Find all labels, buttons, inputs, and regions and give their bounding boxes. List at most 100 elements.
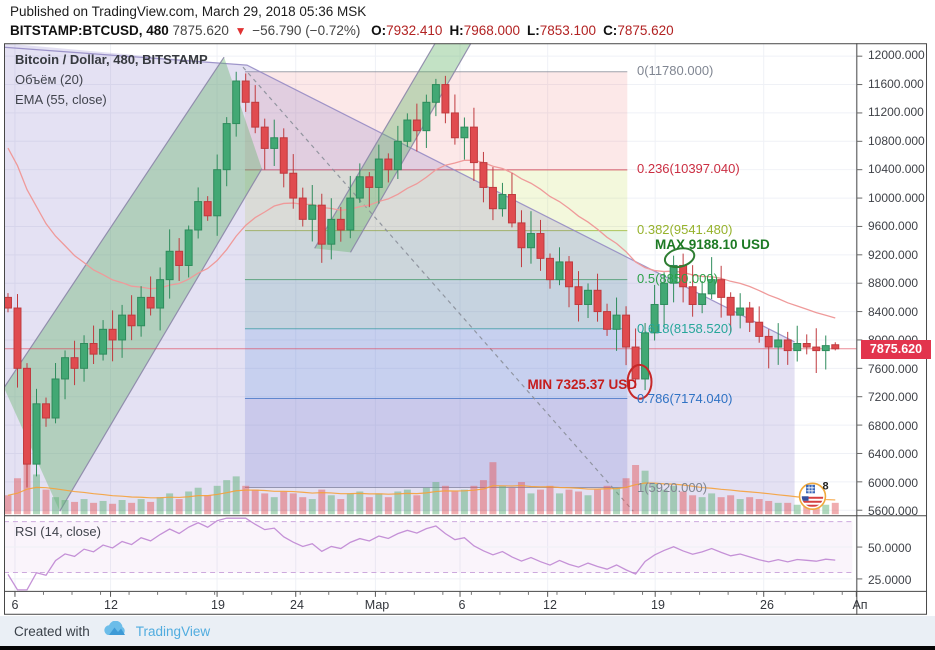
candle-body bbox=[251, 101, 260, 128]
legend-volume-study[interactable]: Объём (20) bbox=[15, 72, 84, 87]
candle-body bbox=[127, 314, 136, 327]
pane-borders bbox=[4, 43, 928, 615]
candle-body bbox=[374, 158, 383, 188]
candle-body bbox=[802, 343, 811, 348]
candle-body bbox=[460, 126, 469, 139]
min-annotation[interactable]: MIN 7325.37 USD bbox=[527, 377, 637, 392]
volume-bar bbox=[4, 495, 12, 515]
volume-bar bbox=[90, 502, 98, 515]
fib-level-label: 0(11780.000) bbox=[637, 62, 714, 78]
max-circle[interactable] bbox=[663, 245, 696, 270]
candle-body bbox=[565, 261, 573, 288]
candle-body bbox=[764, 335, 773, 348]
candle-body bbox=[441, 84, 450, 114]
ohlc-value: 7932.410 bbox=[386, 23, 443, 38]
volume-bar bbox=[118, 500, 126, 515]
time-axis-label: 6 bbox=[11, 598, 19, 612]
candle-body bbox=[622, 314, 631, 348]
candle-body bbox=[774, 339, 783, 348]
volume-bar bbox=[128, 502, 136, 515]
candle-body bbox=[118, 314, 127, 341]
time-axis-label: 19 bbox=[651, 598, 665, 612]
volume-bar bbox=[708, 493, 716, 515]
volume-bar bbox=[460, 489, 468, 515]
candle-body bbox=[498, 194, 507, 210]
ohlc-value: 7875.620 bbox=[617, 23, 674, 38]
volume-bar bbox=[812, 506, 820, 515]
ema-line[interactable] bbox=[7, 147, 836, 319]
volume-bar bbox=[736, 499, 744, 515]
legend-ema-study[interactable]: EMA (55, close) bbox=[15, 92, 107, 107]
candle-body bbox=[99, 328, 108, 355]
rsi-legend[interactable]: RSI (14, close) bbox=[15, 524, 101, 539]
candle-body bbox=[641, 332, 650, 380]
chart-legend: Bitcoin / Dollar, 480, BITSTAMP Объём (2… bbox=[15, 50, 208, 110]
time-axis-label: 12 bbox=[104, 598, 118, 612]
candle-body bbox=[298, 197, 307, 220]
rsi-pane bbox=[4, 516, 857, 591]
candle-body bbox=[241, 80, 250, 103]
price-axis-label: 7600.000 bbox=[868, 361, 919, 376]
min-circle[interactable] bbox=[626, 363, 653, 400]
volume-bar bbox=[384, 497, 392, 515]
volume-bar bbox=[508, 487, 516, 515]
candle-body bbox=[603, 311, 612, 330]
candle-body bbox=[213, 169, 222, 217]
events-icon[interactable] bbox=[798, 482, 827, 511]
fib-level-label: 0.236(10397.040) bbox=[637, 161, 740, 177]
tradingview-link[interactable]: TradingView bbox=[135, 623, 211, 639]
symbol-name: BITSTAMP:BTCUSD, 480 bbox=[10, 23, 169, 38]
volume-bar bbox=[33, 474, 40, 515]
chart-area: 8 Bitcoin / Dollar, 480, BITSTAMP Объём … bbox=[4, 42, 931, 616]
rsi-line[interactable] bbox=[7, 517, 836, 591]
candle-body bbox=[517, 222, 526, 249]
candle-body bbox=[584, 289, 593, 305]
volume-bar bbox=[251, 489, 259, 515]
candle-body bbox=[698, 293, 707, 305]
volume-bar bbox=[299, 497, 307, 515]
volume-bar bbox=[575, 491, 583, 515]
candle-body bbox=[32, 403, 41, 465]
volume-bar bbox=[479, 480, 487, 515]
candle-body bbox=[536, 233, 545, 259]
candle-body bbox=[469, 126, 478, 164]
candle-body bbox=[431, 84, 440, 103]
price-axis-label: 11200.000 bbox=[868, 105, 924, 119]
tradingview-logo-icon[interactable] bbox=[102, 620, 128, 642]
price-axis-label: 6000.000 bbox=[868, 475, 919, 490]
candle-body bbox=[317, 204, 326, 245]
price-axis-label: 6400.000 bbox=[868, 447, 919, 461]
candle-body bbox=[593, 289, 602, 313]
rsi-axis-label: 50.0000 bbox=[868, 541, 912, 555]
candle-body bbox=[232, 80, 241, 125]
candle-body bbox=[203, 201, 212, 217]
candle-body bbox=[526, 233, 535, 249]
volume-bar bbox=[660, 489, 668, 515]
volume-bar bbox=[803, 504, 811, 515]
volume-bar bbox=[137, 499, 145, 515]
candle-body bbox=[783, 339, 792, 352]
volume-bar bbox=[232, 476, 240, 515]
fib-retracement[interactable] bbox=[244, 71, 628, 489]
symbol-info-line: BITSTAMP:BTCUSD, 480 7875.620 ▼ −56.790 … bbox=[10, 23, 674, 38]
max-annotation[interactable]: MAX 9188.10 USD bbox=[655, 237, 770, 252]
ohlc-label: C: bbox=[603, 23, 618, 38]
volume-bar bbox=[584, 495, 592, 515]
candle-body bbox=[831, 344, 840, 350]
volume-bar bbox=[308, 499, 316, 515]
candle-body bbox=[736, 307, 745, 316]
legend-symbol-title[interactable]: Bitcoin / Dollar, 480, BITSTAMP bbox=[15, 52, 208, 67]
volume-bar bbox=[71, 501, 79, 515]
candle-body bbox=[793, 343, 802, 352]
candle-body bbox=[108, 328, 117, 341]
price-axis-label: 9600.000 bbox=[868, 219, 919, 233]
volume-bar bbox=[318, 489, 326, 515]
time-axis-label: Мар bbox=[364, 598, 390, 612]
price-axis-label: 9200.000 bbox=[868, 247, 919, 262]
volume-bar bbox=[565, 489, 573, 515]
chart-canvas: 8 bbox=[4, 43, 928, 615]
time-axis-label: 12 bbox=[543, 598, 557, 612]
published-line: Published on TradingView.com, March 29, … bbox=[10, 4, 367, 19]
price-axis-label: 11600.000 bbox=[868, 76, 924, 91]
time-axis-label: 24 bbox=[290, 598, 304, 612]
